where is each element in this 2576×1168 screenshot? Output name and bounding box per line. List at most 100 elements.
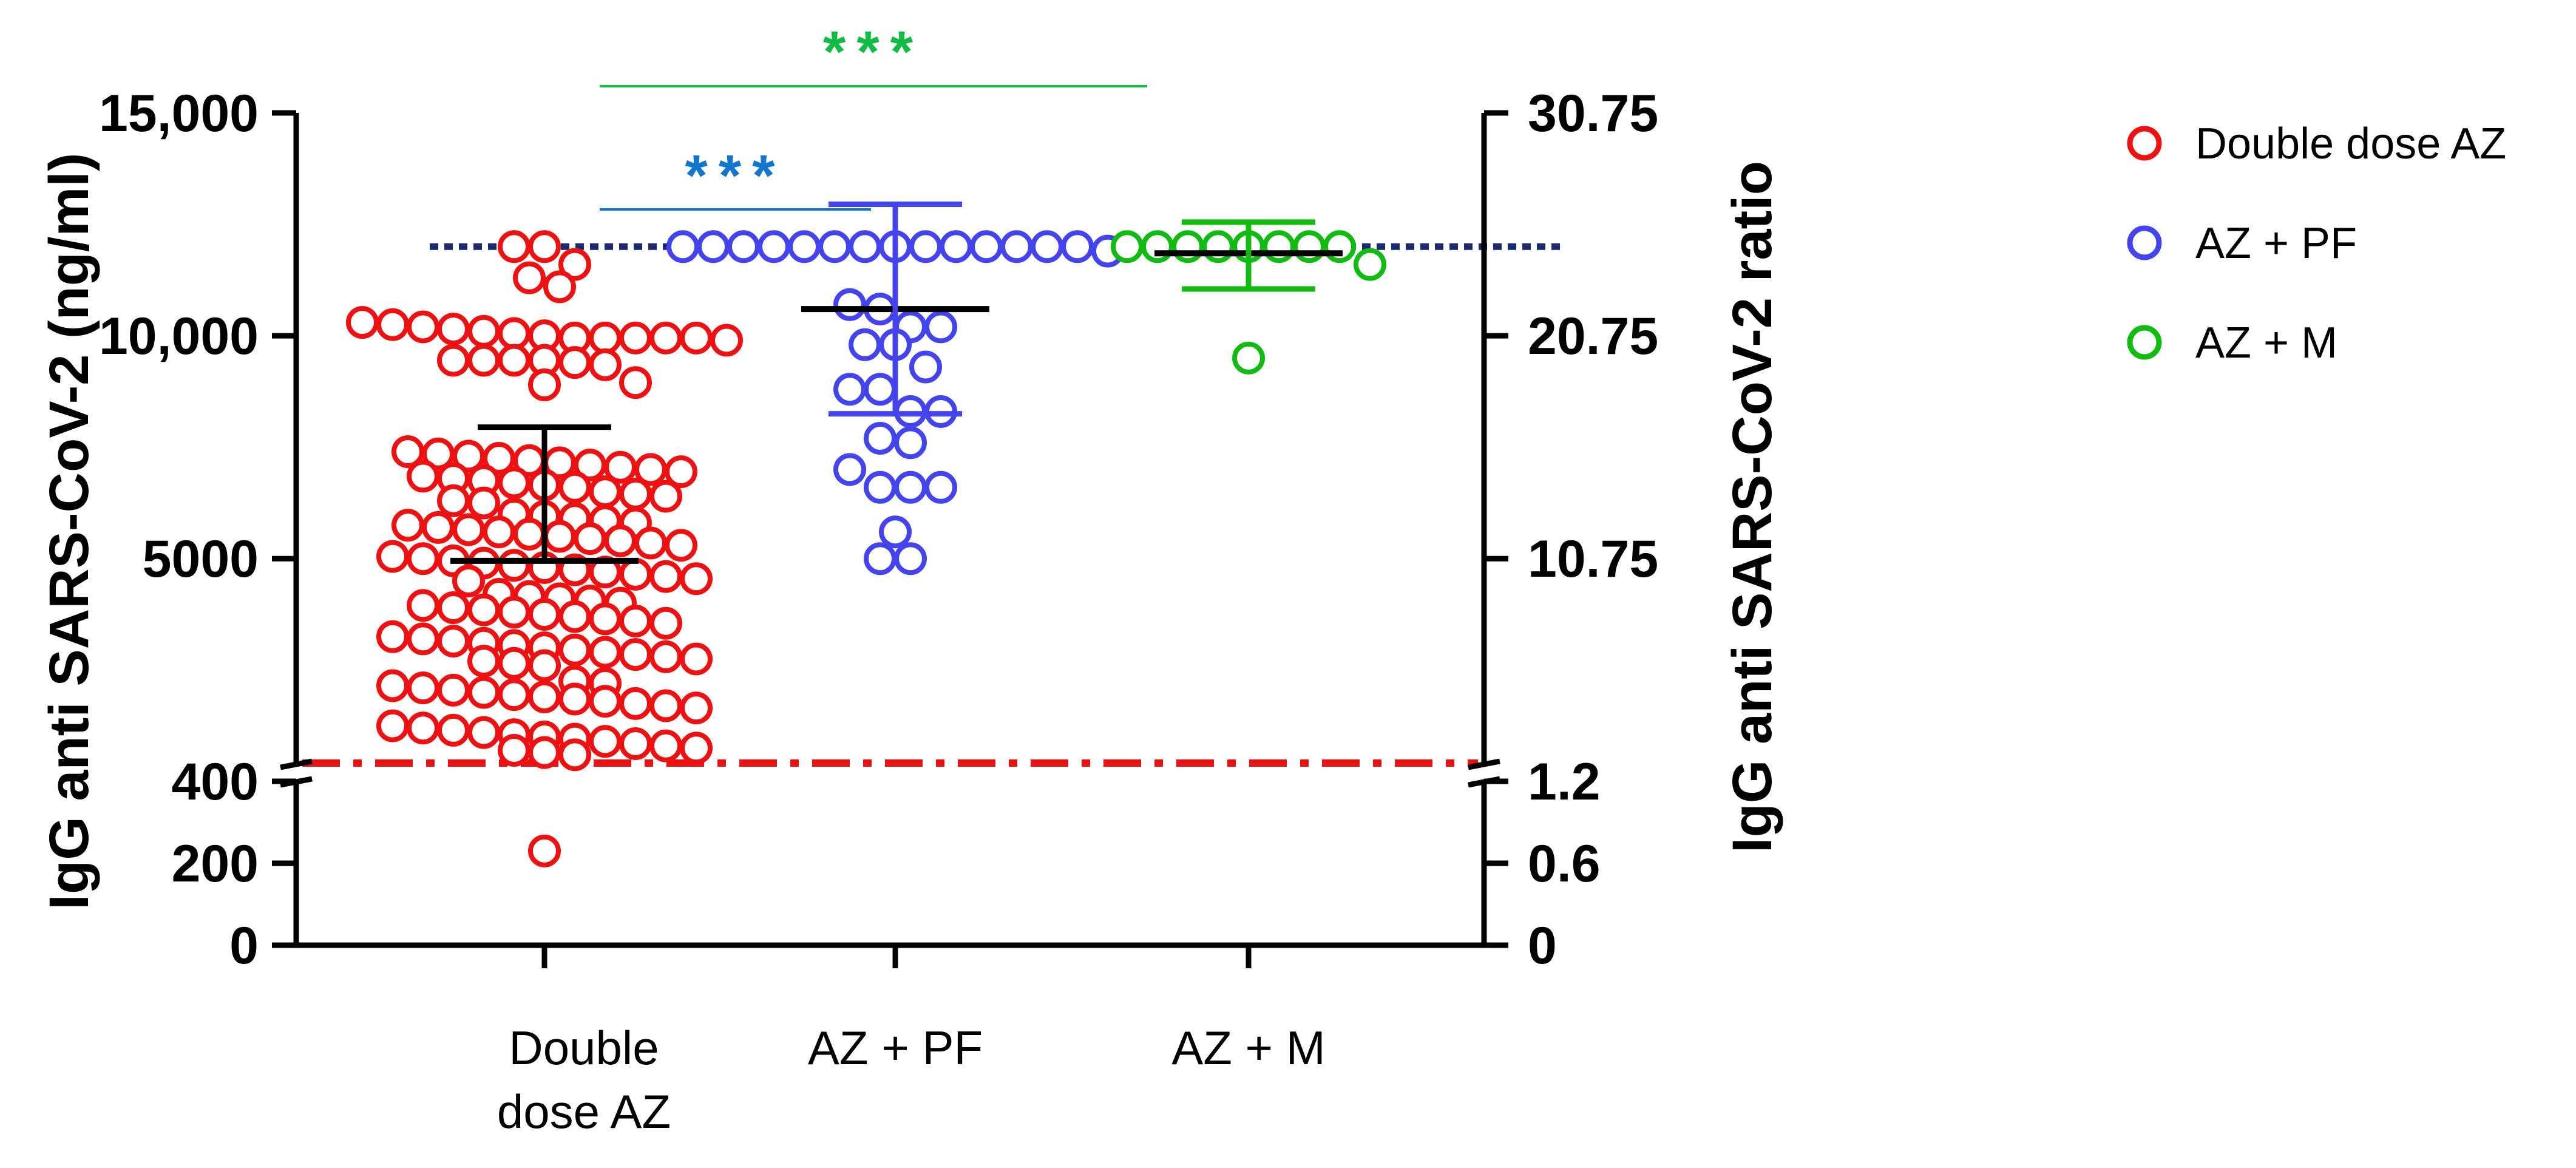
- data-point: [346, 306, 379, 339]
- data-point: [894, 426, 927, 460]
- data-point: [376, 669, 409, 702]
- data-point: [437, 591, 470, 625]
- data-point: [619, 605, 652, 638]
- data-point: [528, 649, 561, 682]
- data-point: [665, 455, 697, 489]
- right-axis-tick-label: 10.75: [1528, 530, 1658, 588]
- data-point: [665, 529, 697, 562]
- data-point: [619, 366, 652, 399]
- data-point: [818, 230, 851, 263]
- data-point: [528, 598, 561, 631]
- data-point: [543, 270, 576, 304]
- data-point: [619, 638, 652, 671]
- data-point: [528, 736, 561, 769]
- data-point: [558, 682, 591, 716]
- data-point: [666, 230, 699, 263]
- data-point: [483, 515, 515, 549]
- data-point: [909, 230, 942, 263]
- data-point: [498, 466, 530, 500]
- data-point: [1061, 230, 1094, 263]
- data-point: [649, 321, 682, 355]
- data-point: [528, 368, 561, 401]
- data-point: [1202, 230, 1235, 263]
- left-axis-break-mark: [280, 758, 313, 770]
- data-point: [391, 509, 424, 542]
- data-point: [940, 230, 972, 263]
- data-point: [864, 542, 897, 576]
- data-point: [634, 526, 667, 560]
- data-point: [909, 350, 942, 384]
- data-marks: [346, 230, 1386, 868]
- data-point: [437, 313, 470, 346]
- data-point: [528, 230, 561, 263]
- data-point: [528, 680, 561, 713]
- data-point: [407, 542, 439, 576]
- x-axis-category-label: AZ + M: [1171, 1021, 1326, 1075]
- data-point: [483, 442, 515, 475]
- data-point: [407, 711, 439, 745]
- data-point: [680, 691, 713, 725]
- data-point: [452, 513, 485, 546]
- data-point: [513, 517, 546, 551]
- data-point: [589, 475, 622, 509]
- legend-marker: [2127, 126, 2162, 161]
- data-point: [924, 310, 957, 344]
- legend-label: AZ + M: [2195, 319, 2337, 367]
- data-point: [498, 678, 530, 711]
- data-point: [498, 549, 530, 582]
- x-axis-category-label: Double: [509, 1021, 659, 1075]
- data-point: [589, 725, 622, 758]
- data-point: [422, 511, 455, 544]
- data-point: [1171, 230, 1204, 263]
- right-axis-tick-label: 30.75: [1528, 84, 1658, 143]
- left-axis-tick-label: 15,000: [99, 84, 259, 143]
- x-axis-category-label: AZ + PF: [808, 1021, 983, 1075]
- data-point: [864, 373, 897, 406]
- data-point: [970, 230, 1003, 263]
- data-point: [558, 248, 591, 281]
- data-point: [619, 557, 652, 591]
- data-point: [1000, 230, 1033, 263]
- right-axis-break-mark: [1468, 758, 1500, 770]
- data-point: [879, 515, 912, 549]
- data-point: [697, 230, 730, 263]
- data-point: [558, 470, 591, 504]
- axes: [272, 110, 1508, 968]
- data-point: [589, 685, 622, 718]
- data-point: [924, 470, 957, 504]
- data-point: [437, 344, 470, 377]
- y-axis-title-right: IgG anti SARS-CoV-2 ratio: [1721, 161, 1783, 853]
- axis-labels: 0 200 400 5000 10,000 15,000 0 0.6 1.2 10.75 20.75…: [38, 19, 1783, 1138]
- data-point: [1031, 230, 1063, 263]
- data-point: [452, 564, 485, 597]
- data-point: [437, 484, 470, 517]
- data-point: [467, 344, 500, 377]
- data-point: [1232, 341, 1265, 375]
- data-point: [619, 321, 652, 355]
- data-point: [574, 522, 606, 555]
- data-point: [467, 645, 500, 678]
- data-point: [758, 230, 790, 263]
- data-point: [589, 348, 622, 381]
- data-point: [467, 593, 500, 626]
- data-point: [680, 642, 713, 676]
- data-point: [604, 524, 637, 557]
- data-point: [467, 716, 500, 749]
- legend-label: Double dose AZ: [2195, 120, 2506, 168]
- data-point: [574, 449, 606, 482]
- right-axis-tick-label: 0: [1528, 917, 1557, 975]
- left-axis-tick-label: 400: [172, 753, 259, 811]
- data-point: [589, 636, 622, 669]
- data-point: [498, 344, 530, 377]
- data-point: [649, 640, 682, 673]
- data-point: [407, 589, 439, 622]
- legend: Double dose AZ AZ + PF AZ + M: [2127, 120, 2506, 367]
- data-point: [1323, 230, 1356, 263]
- data-point: [619, 687, 652, 720]
- data-point: [649, 560, 682, 593]
- significance-label: ***: [685, 143, 785, 208]
- data-point: [543, 520, 576, 553]
- legend-marker: [2127, 325, 2162, 360]
- data-point: [376, 540, 409, 573]
- data-point: [558, 633, 591, 667]
